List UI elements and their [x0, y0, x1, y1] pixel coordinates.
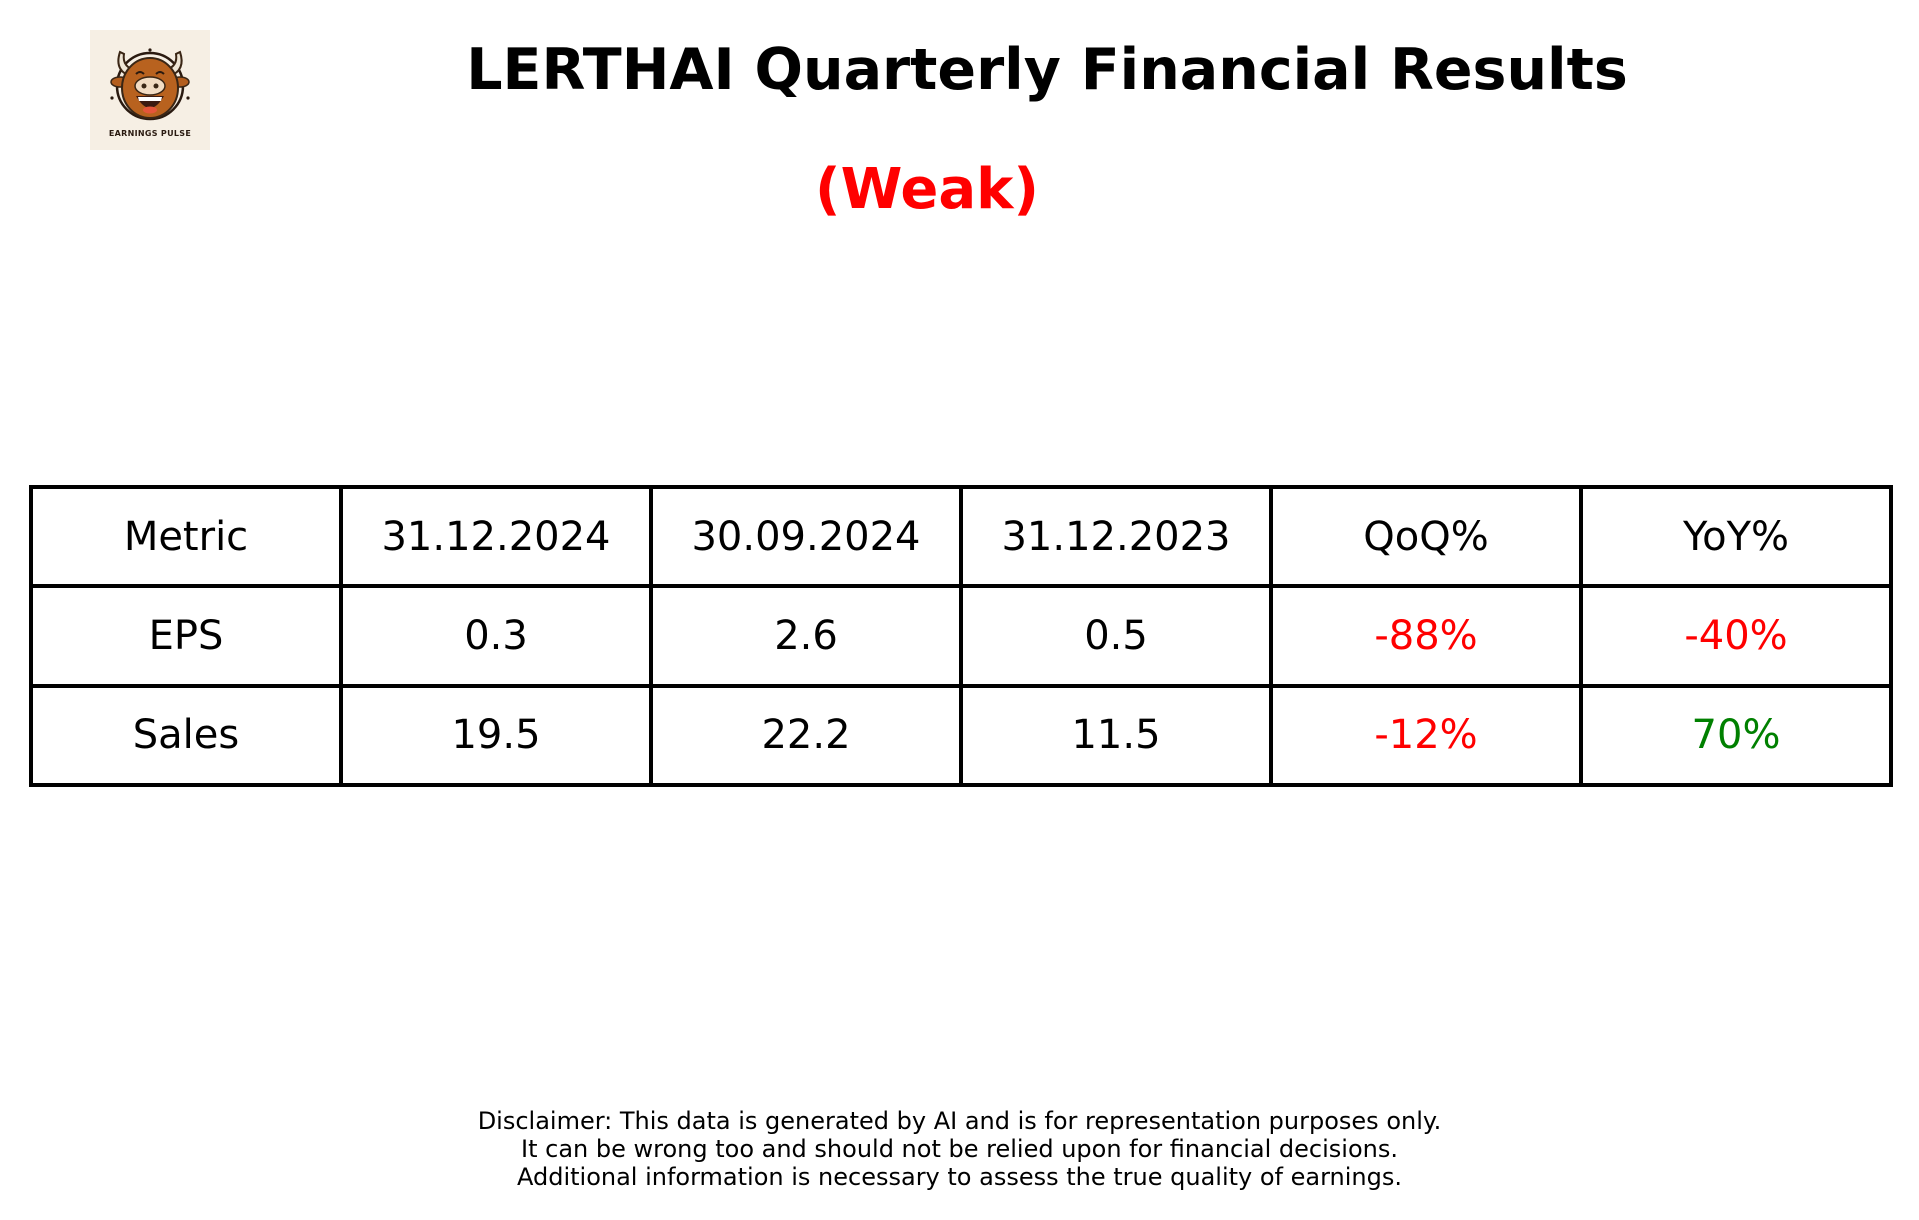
table-row: EPS 0.3 2.6 0.5 -88% -40%	[29, 584, 1893, 688]
logo-caption: EARNINGS PULSE	[108, 129, 192, 138]
header-yoy: YoY%	[1579, 484, 1893, 589]
header-metric: Metric	[29, 484, 343, 589]
header-current-quarter: 31.12.2024	[339, 484, 653, 589]
row-metric: EPS	[29, 584, 343, 688]
disclaimer: Disclaimer: This data is generated by AI…	[0, 1107, 1919, 1191]
cell-previous-quarter: 22.2	[649, 683, 963, 788]
header-previous-quarter: 30.09.2024	[649, 484, 963, 589]
row-metric: Sales	[29, 683, 343, 788]
cell-current-quarter: 0.3	[339, 584, 653, 688]
cell-year-ago-quarter: 11.5	[959, 683, 1273, 788]
disclaimer-line: Additional information is necessary to a…	[516, 1163, 1402, 1191]
cell-current-quarter: 19.5	[339, 683, 653, 788]
table-row: Sales 19.5 22.2 11.5 -12% 70%	[29, 683, 1893, 788]
cell-qoq: -12%	[1269, 683, 1583, 788]
disclaimer-line: It can be wrong too and should not be re…	[521, 1135, 1398, 1163]
disclaimer-line: Disclaimer: This data is generated by AI…	[477, 1107, 1442, 1135]
header-year-ago-quarter: 31.12.2023	[959, 484, 1273, 589]
rating-label: (Weak)	[815, 157, 1039, 222]
cell-year-ago-quarter: 0.5	[959, 584, 1273, 688]
cell-qoq: -88%	[1269, 584, 1583, 688]
cell-previous-quarter: 2.6	[649, 584, 963, 688]
table-header-row: Metric 31.12.2024 30.09.2024 31.12.2023 …	[29, 484, 1893, 589]
cell-yoy: 70%	[1579, 683, 1893, 788]
earnings-pulse-logo: EARNINGS PULSE	[90, 30, 210, 150]
laughing-bull-icon	[90, 30, 210, 150]
page-title: LERTHAI Quarterly Financial Results	[466, 37, 1628, 103]
cell-yoy: -40%	[1579, 584, 1893, 688]
header-qoq: QoQ%	[1269, 484, 1583, 589]
financial-results-table: Metric 31.12.2024 30.09.2024 31.12.2023 …	[29, 484, 1893, 788]
